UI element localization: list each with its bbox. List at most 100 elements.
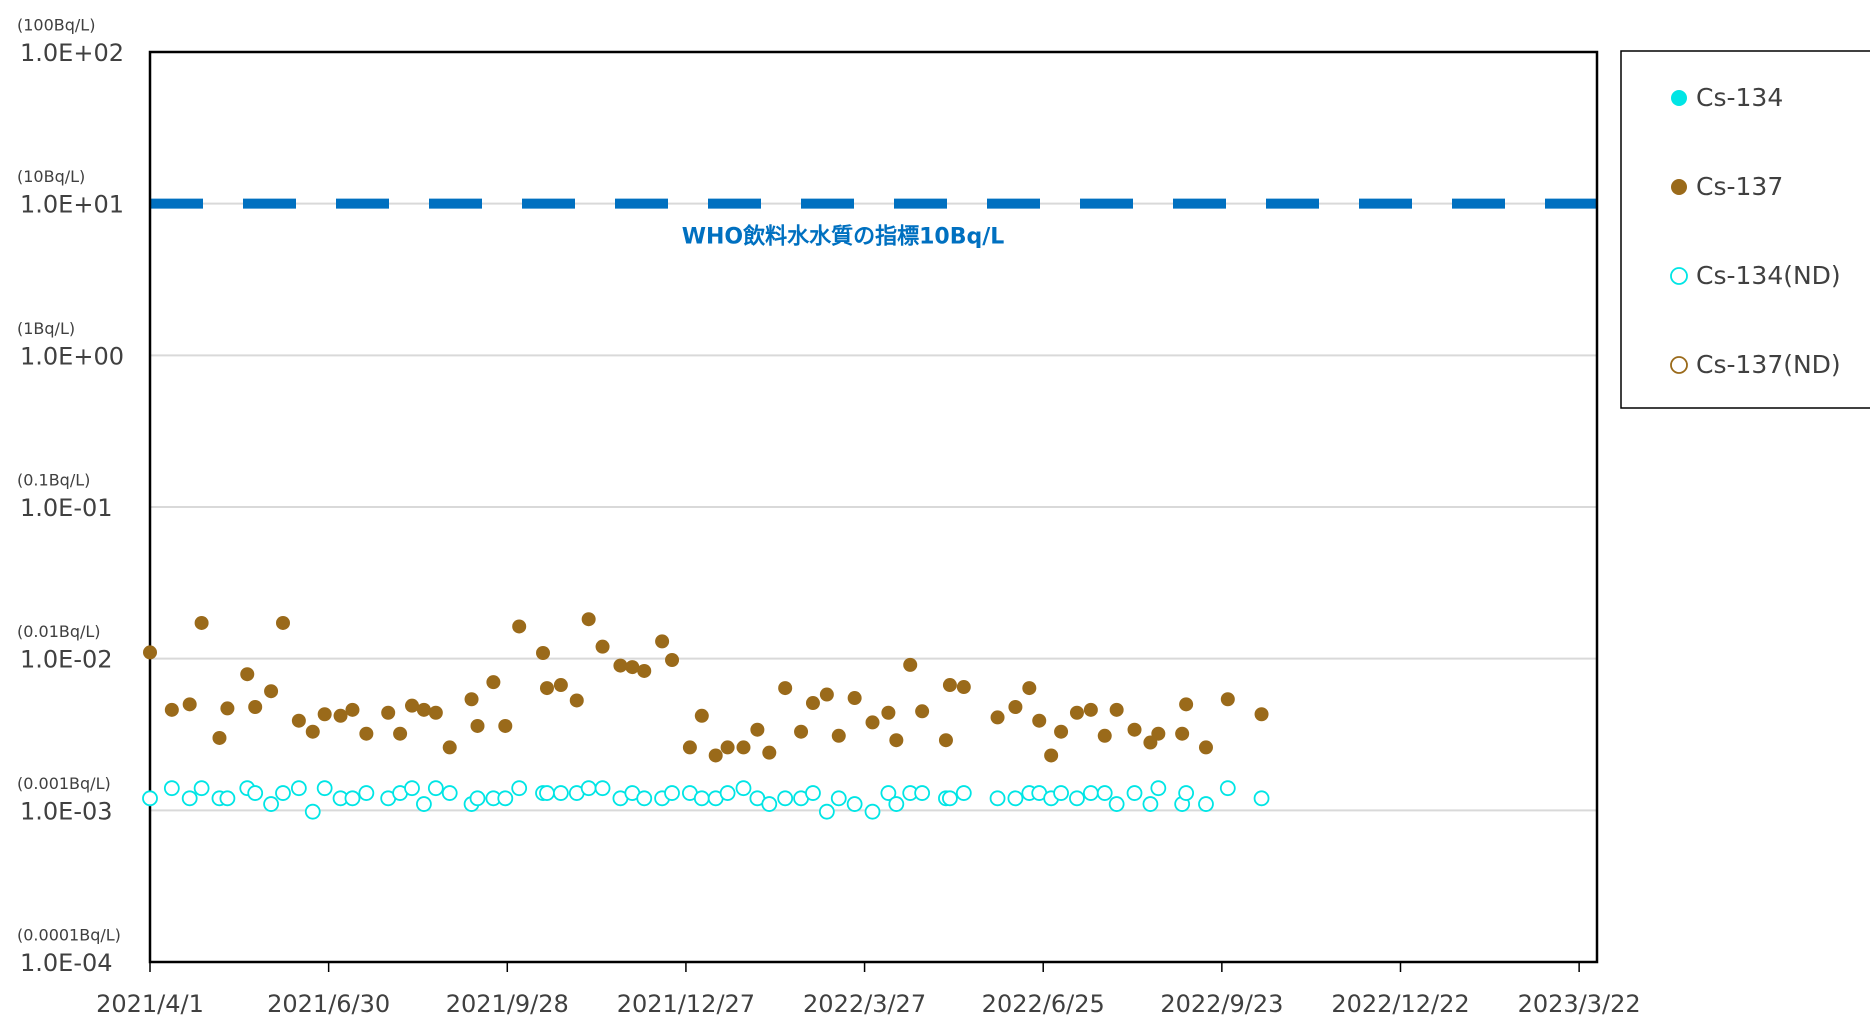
point [637, 663, 652, 678]
point [1054, 724, 1069, 739]
point [805, 696, 820, 711]
point [762, 745, 777, 760]
point [955, 785, 972, 801]
point [143, 645, 157, 660]
y-tick-label: 1.0E+01 [20, 191, 124, 219]
point [655, 634, 670, 649]
point [486, 675, 501, 690]
point [416, 796, 432, 812]
point [777, 790, 794, 807]
point [664, 785, 680, 801]
point [469, 790, 486, 807]
point [613, 658, 628, 673]
x-tick-label: 2022/6/25 [982, 990, 1105, 1018]
point [470, 718, 485, 733]
point [359, 726, 374, 741]
y-tick-note: (1Bq/L) [17, 319, 75, 338]
point [880, 785, 897, 801]
point [344, 790, 361, 807]
point [942, 790, 958, 807]
point [846, 796, 863, 812]
point [1198, 740, 1213, 755]
legend-box [1620, 50, 1870, 409]
point [553, 678, 568, 693]
x-tick-label: 2022/3/27 [803, 990, 926, 1018]
point [164, 702, 179, 717]
point [1126, 785, 1143, 801]
point [830, 790, 847, 807]
point [580, 780, 597, 797]
plot-frame [148, 50, 1599, 964]
point [1022, 681, 1037, 696]
point [316, 780, 333, 797]
point [219, 790, 236, 807]
x-tick-label: 2021/12/27 [617, 990, 755, 1018]
point [305, 724, 320, 739]
point [1150, 780, 1167, 797]
y-tick-label: 1.0E-04 [20, 949, 113, 977]
y-tick-label: 1.0E+00 [20, 342, 124, 370]
point [708, 748, 723, 763]
point [264, 684, 279, 699]
y-tick-label: 1.0E-02 [20, 646, 113, 674]
y-tick-label: 1.0E-01 [20, 494, 113, 522]
point [914, 785, 931, 801]
point [182, 697, 197, 712]
point [1069, 705, 1084, 720]
point [464, 692, 479, 707]
y-tick-note: (0.1Bq/L) [17, 471, 90, 490]
legend-label: Cs-137(ND) [1696, 350, 1841, 379]
x-tick-label: 2022/9/23 [1160, 990, 1283, 1018]
point [694, 708, 709, 723]
point [539, 785, 555, 801]
point [989, 790, 1006, 807]
point [1151, 726, 1166, 741]
legend-marker [1670, 267, 1688, 285]
point [1254, 707, 1269, 722]
point [404, 780, 420, 797]
point [625, 660, 640, 675]
point [345, 702, 360, 717]
point [416, 702, 431, 717]
legend-marker [1670, 356, 1688, 374]
point [864, 803, 881, 820]
point [1175, 726, 1190, 741]
point [1108, 796, 1125, 812]
point [719, 785, 736, 801]
point [1179, 697, 1194, 712]
point [1097, 728, 1112, 743]
point [358, 785, 375, 801]
point [1008, 700, 1023, 715]
point [381, 705, 396, 720]
point [428, 705, 443, 720]
point [181, 790, 198, 807]
y-tick-label: 1.0E+02 [20, 39, 124, 67]
point [665, 652, 680, 667]
legend-label: Cs-137 [1696, 172, 1783, 201]
point [1044, 748, 1059, 763]
point [498, 718, 513, 733]
point [442, 740, 457, 755]
point [778, 681, 793, 696]
point [865, 715, 880, 730]
point [304, 803, 321, 820]
point [511, 780, 528, 797]
point [427, 780, 444, 797]
point [594, 780, 611, 797]
point [1220, 692, 1235, 707]
x-tick-label: 2021/6/30 [267, 990, 390, 1018]
point [1096, 785, 1113, 801]
point [539, 681, 554, 696]
point [888, 796, 905, 812]
point [194, 615, 209, 630]
point [1007, 790, 1024, 807]
y-tick-note: (10Bq/L) [17, 167, 85, 186]
point [1053, 785, 1069, 801]
point [1082, 785, 1099, 801]
point [720, 740, 735, 755]
point [881, 705, 896, 720]
point [794, 724, 809, 739]
point [903, 657, 918, 672]
point [317, 707, 332, 722]
point [805, 785, 821, 801]
